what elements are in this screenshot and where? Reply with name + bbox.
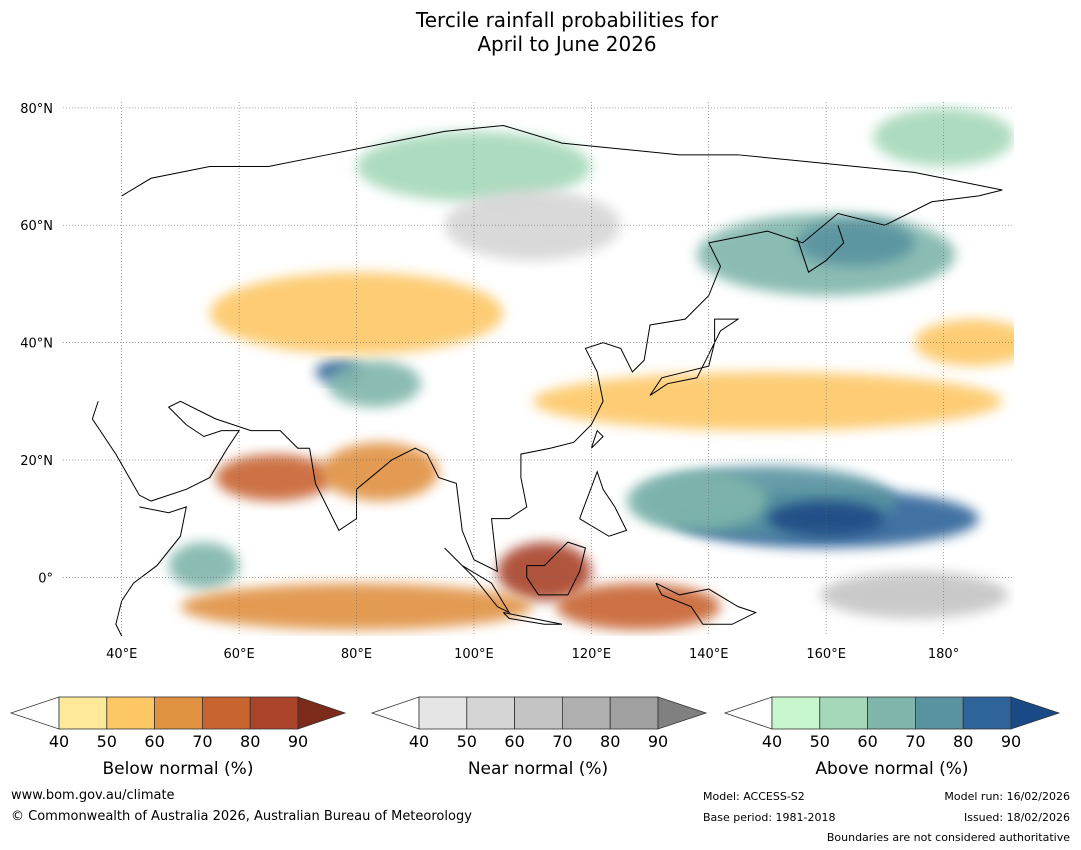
probability-region-above [626, 471, 768, 531]
model-run-text: Model run: 16/02/2026 [944, 790, 1070, 803]
coastline-segment [444, 547, 511, 614]
colorbar-tick-label: 80 [600, 732, 620, 750]
coastline-segment [91, 400, 310, 502]
colorbar-segment [962, 696, 1012, 730]
colorbar-tick-label: 40 [762, 732, 782, 750]
colorbar-above: 40 50 60 70 80 90 [723, 696, 1061, 750]
colorbar-segment [562, 696, 611, 730]
colorbar-tick-label: 60 [504, 732, 524, 750]
colorbar-tick-label: 60 [857, 732, 877, 750]
coastline-segment [655, 582, 758, 625]
latitude-label: 40°N [20, 337, 53, 352]
colorbar-tick-label: 40 [49, 732, 69, 750]
colorbar-tick-label: 50 [457, 732, 477, 750]
latitude-label: 60°N [20, 219, 53, 234]
rainfall-map: 80°N 60°N 40°N 20°N 0° 40°E 60°E 80°E 100°E 120°E… [20, 102, 1014, 662]
chart-title: Tercile rainfall probabilities for April… [0, 8, 1081, 56]
probability-region-below [321, 442, 439, 502]
colorbar-tick-label: 70 [192, 732, 212, 750]
colorbar-below: 40 50 60 70 80 90 [9, 696, 347, 750]
colorbar-tick-label: 90 [1001, 732, 1021, 750]
colorbar-min-extension [723, 696, 773, 730]
colorbar-tick-label: 80 [240, 732, 260, 750]
probability-region-below [215, 454, 334, 502]
colorbar-legends: 40 50 60 70 80 90 40 50 60 70 80 90 40 50 60 70 80 90 [9, 696, 1061, 750]
colorbar-tick-label: 40 [409, 732, 429, 750]
colorbar-segment [418, 696, 468, 730]
coastline-segment [796, 225, 845, 273]
colorbar-min-extension [9, 696, 60, 730]
longitude-label: 60°E [223, 647, 254, 662]
longitude-label: 140°E [689, 647, 729, 662]
latitude-label: 80°N [20, 102, 53, 117]
coastline-segment [502, 612, 563, 625]
title-line-2: April to June 2026 [477, 32, 657, 56]
colorbar-segment [249, 696, 299, 730]
probability-region-above [767, 501, 885, 537]
title-line-1: Tercile rainfall probabilities for [415, 8, 719, 32]
coastline-segment [579, 470, 628, 537]
coastline-segment [590, 429, 604, 449]
colorbar-segment [154, 696, 203, 730]
probability-region-above [873, 107, 1014, 167]
coastline-segment [115, 506, 187, 636]
coastline-segment [121, 124, 1003, 197]
colorbar-segment [915, 696, 964, 730]
latitude-label: 0° [38, 571, 53, 586]
legend-label-below: Below normal (%) [102, 759, 254, 779]
colorbar-tick-label: 70 [552, 732, 572, 750]
legend-label-above: Above normal (%) [815, 759, 969, 779]
probability-region-near [820, 571, 1009, 619]
probability-region-above [168, 542, 240, 590]
colorbar-segment [867, 696, 916, 730]
probability-region-below [556, 583, 721, 631]
coastline-segment [309, 189, 1003, 573]
probability-region-below [914, 319, 1014, 367]
latitude-label: 20°N [20, 454, 53, 469]
probability-region-above [327, 360, 422, 408]
colorbar-max-extension [297, 696, 347, 730]
colorbar-near: 40 50 60 70 80 90 [370, 696, 708, 750]
copyright-text: © Commonwealth of Australia 2026, Austra… [11, 809, 472, 824]
probability-region-below [497, 542, 592, 601]
colorbar-min-extension [370, 696, 420, 730]
colorbar-tick-label: 50 [810, 732, 830, 750]
longitude-label: 180° [928, 647, 959, 662]
colorbar-segment [771, 696, 821, 730]
coastline-segment [526, 541, 587, 596]
probability-region-above [796, 219, 915, 267]
longitude-label: 40°E [106, 647, 137, 662]
colorbar-tick-label: 90 [288, 732, 308, 750]
coastlines [91, 124, 1003, 636]
colorbar-tick-label: 80 [953, 732, 973, 750]
disclaimer-text: Boundaries are not considered authoritat… [826, 831, 1070, 844]
colorbar-tick-label: 70 [905, 732, 925, 750]
probability-region-below [532, 371, 1003, 431]
longitude-label: 80°E [341, 647, 372, 662]
colorbar-segment [106, 696, 156, 730]
longitude-label: 120°E [572, 647, 612, 662]
longitude-label: 100°E [454, 647, 494, 662]
issued-text: Issued: 18/02/2026 [963, 811, 1070, 824]
colorbar-max-extension [1010, 696, 1061, 730]
legend-label-near: Near normal (%) [467, 759, 609, 779]
colorbar-tick-label: 60 [144, 732, 164, 750]
probability-region-near [444, 190, 621, 261]
colorbar-segment [58, 696, 108, 730]
colorbar-tick-label: 50 [97, 732, 117, 750]
website-link[interactable]: www.bom.gov.au/climate [11, 788, 175, 803]
longitude-label: 160°E [806, 647, 846, 662]
probability-region-below [209, 272, 504, 355]
colorbar-segment [466, 696, 515, 730]
colorbar-segment [819, 696, 868, 730]
colorbar-tick-label: 90 [648, 732, 668, 750]
colorbar-segment [201, 696, 251, 730]
colorbar-segment [609, 696, 659, 730]
base-period-text: Base period: 1981-2018 [703, 811, 836, 824]
coastline-segment [649, 318, 740, 396]
colorbar-max-extension [657, 696, 708, 730]
colorbar-segment [514, 696, 563, 730]
probability-region-above [356, 131, 592, 202]
model-text: Model: ACCESS-S2 [703, 790, 805, 803]
